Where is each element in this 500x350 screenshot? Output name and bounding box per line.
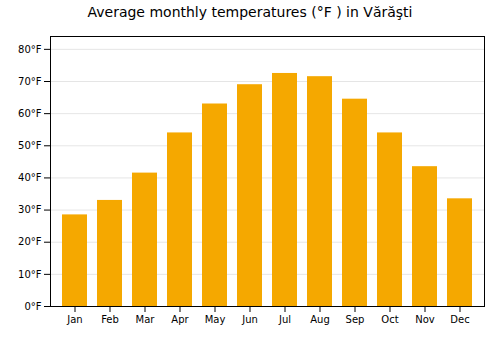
svg-text:10°F: 10°F bbox=[18, 269, 42, 280]
svg-text:Oct: Oct bbox=[381, 314, 398, 325]
svg-text:Jan: Jan bbox=[66, 314, 82, 325]
svg-text:Jul: Jul bbox=[278, 314, 291, 325]
svg-text:30°F: 30°F bbox=[18, 204, 42, 215]
svg-text:Nov: Nov bbox=[415, 314, 435, 325]
svg-text:Apr: Apr bbox=[171, 314, 189, 325]
svg-text:50°F: 50°F bbox=[18, 140, 42, 151]
svg-text:May: May bbox=[205, 314, 226, 325]
svg-text:70°F: 70°F bbox=[18, 76, 42, 87]
svg-text:20°F: 20°F bbox=[18, 236, 42, 247]
svg-text:60°F: 60°F bbox=[18, 108, 42, 119]
svg-text:40°F: 40°F bbox=[18, 172, 42, 183]
svg-text:Jun: Jun bbox=[241, 314, 258, 325]
svg-text:Aug: Aug bbox=[310, 314, 330, 325]
svg-text:Feb: Feb bbox=[101, 314, 119, 325]
svg-text:0°F: 0°F bbox=[24, 301, 41, 312]
svg-text:Dec: Dec bbox=[450, 314, 469, 325]
html-text:Average monthly temperatures (: Average monthly temperatures (°F ) in Vă… bbox=[87, 4, 413, 20]
svg-text:80°F: 80°F bbox=[18, 44, 42, 55]
svg-text:Mar: Mar bbox=[136, 314, 156, 325]
svg-text:Sep: Sep bbox=[346, 314, 365, 325]
